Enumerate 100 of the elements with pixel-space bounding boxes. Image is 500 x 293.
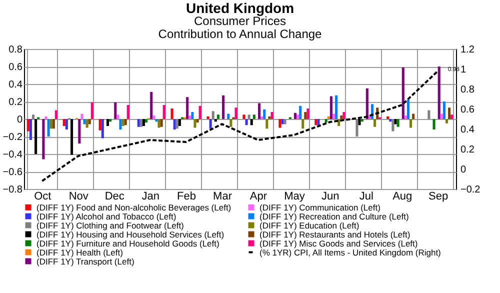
- bar: [114, 102, 117, 119]
- legend-label: (% 1YR) CPI, All Items - United Kingdom (Right): [260, 247, 442, 258]
- bar: [406, 100, 410, 119]
- legend-label: (DIFF 1Y) Education (Left): [260, 220, 360, 230]
- x-tick-label: Jul: [359, 190, 374, 202]
- bar: [158, 119, 160, 128]
- bar: [140, 119, 142, 127]
- bar: [270, 112, 274, 119]
- bar: [196, 119, 199, 122]
- bar: [242, 114, 246, 119]
- bar: [342, 112, 346, 119]
- bar: [162, 105, 166, 119]
- bar: [124, 119, 127, 126]
- bar: [299, 106, 302, 119]
- bar: [206, 116, 210, 119]
- y2-tick-label: 0.2: [460, 144, 475, 156]
- x-tick-label: Nov: [68, 190, 89, 202]
- bar: [327, 116, 330, 119]
- bar: [122, 119, 124, 126]
- bar: [42, 119, 45, 160]
- bar: [438, 66, 440, 119]
- legend-label: (DIFF 1Y) Health (Left): [36, 247, 124, 258]
- bar: [330, 96, 332, 119]
- legend-label: (DIFF 1Y) Clothing and Footwear (Left): [36, 220, 184, 230]
- bar: [394, 119, 397, 124]
- legend-label: (DIFF 1Y) Recreation and Culture (Left): [260, 211, 409, 222]
- bar: [306, 108, 310, 119]
- bar: [314, 119, 318, 126]
- bar: [86, 119, 88, 128]
- y-tick-label: 0: [16, 114, 23, 126]
- y2-tick-label: 1.2: [460, 44, 475, 56]
- bar: [324, 119, 328, 122]
- bar: [170, 108, 174, 119]
- bar: [50, 119, 52, 129]
- bar: [98, 119, 102, 130]
- bar: [186, 97, 189, 119]
- legend-label: (DIFF 1Y) Transport (Left): [36, 256, 134, 266]
- y-tick-label: 0.4: [8, 80, 23, 90]
- bar: [176, 119, 178, 129]
- bar: [440, 114, 443, 119]
- y2-tick-label: 0.6: [460, 104, 475, 116]
- bar: [396, 119, 400, 127]
- bar: [106, 119, 110, 126]
- legend-label: (DIFF 1Y) Restaurants and Hotels (Left): [260, 229, 410, 240]
- bar: [234, 108, 238, 119]
- bar: [304, 112, 307, 119]
- y2-tick-label: 0.4: [460, 124, 475, 136]
- y-tick-label: −0.8: [2, 184, 23, 196]
- bar: [335, 95, 338, 119]
- bar: [227, 114, 230, 119]
- bar: [101, 119, 104, 138]
- bar: [83, 119, 86, 124]
- x-tick-label: May: [284, 190, 306, 202]
- line-series: [41, 70, 439, 182]
- y2-tick-label: 1: [460, 64, 466, 76]
- y-tick-label: −0.2: [2, 132, 23, 143]
- bar: [252, 114, 256, 119]
- bar: [44, 116, 48, 119]
- chart-title: United Kingdom: [186, 0, 294, 16]
- y-tick-label: 0.8: [8, 44, 23, 56]
- legend-label: (DIFF 1Y) Alcohol and Tobacco (Left): [36, 211, 176, 222]
- bar: [216, 114, 220, 119]
- bar: [448, 108, 451, 119]
- bar: [34, 119, 38, 154]
- bar: [150, 92, 153, 119]
- bar: [230, 119, 232, 127]
- y-tick-label: −0.6: [2, 167, 23, 178]
- bar: [194, 119, 196, 128]
- bar: [266, 119, 268, 129]
- bar: [258, 103, 261, 119]
- bar: [250, 119, 253, 126]
- bar: [126, 105, 130, 119]
- legend-label: (DIFF 1Y) Misc Goods and Services (Left): [260, 238, 418, 248]
- x-tick-label: Sep: [428, 190, 448, 202]
- bar: [29, 119, 32, 140]
- x-tick-label: Dec: [104, 190, 125, 202]
- legend-label: (DIFF 1Y) Communication (Left): [260, 202, 381, 212]
- bar: [152, 116, 156, 119]
- bar: [119, 119, 122, 130]
- bar: [90, 102, 94, 119]
- bar: [284, 119, 286, 124]
- bar: [392, 119, 394, 132]
- bar: [278, 119, 282, 128]
- bar: [410, 119, 412, 128]
- y-tick-label: 0.2: [8, 97, 23, 108]
- bar: [32, 114, 35, 119]
- bar: [155, 119, 158, 122]
- bar: [222, 95, 225, 119]
- bar: [445, 119, 448, 124]
- bar: [296, 114, 300, 119]
- bar: [442, 102, 446, 119]
- bar: [178, 119, 181, 126]
- bar: [374, 119, 376, 127]
- bar: [389, 119, 392, 122]
- bar: [268, 116, 271, 119]
- bar: [209, 119, 212, 129]
- bar: [428, 110, 430, 119]
- bar: [248, 114, 250, 119]
- y-tick-label: −0.4: [2, 150, 23, 160]
- bar: [260, 116, 264, 119]
